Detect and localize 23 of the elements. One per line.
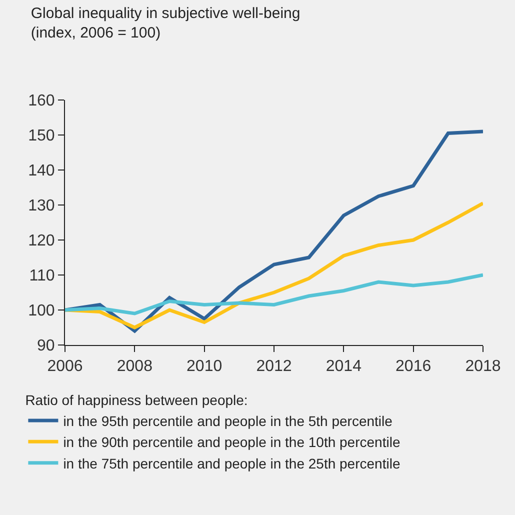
y-tick-label: 140 — [28, 162, 55, 180]
y-tick-label: 110 — [29, 268, 55, 285]
x-tick-label: 2006 — [47, 358, 83, 376]
x-tick-label: 2016 — [396, 358, 432, 376]
y-tick-label: 120 — [28, 232, 55, 250]
x-tick-label: 2010 — [186, 358, 222, 376]
y-tick-label: 90 — [37, 338, 55, 355]
x-tick-label: 2012 — [256, 358, 292, 376]
chart-title: Global inequality in subjective well-being — [30, 5, 300, 22]
legend-label: in the 90th percentile and people in the 10th percentile — [63, 434, 400, 450]
x-tick-label: 2014 — [326, 358, 362, 376]
x-tick-label: 2018 — [465, 358, 501, 376]
legend-title: Ratio of happiness between people: — [25, 392, 248, 408]
legend-label: in the 75th percentile and people in the 25th percentile — [63, 455, 400, 472]
y-tick-label: 160 — [28, 92, 55, 110]
y-tick-label: 150 — [28, 128, 55, 145]
y-tick-label: 130 — [28, 198, 55, 215]
chart-subtitle: (index, 2006 = 100) — [30, 24, 161, 42]
line-series — [65, 273, 483, 316]
line-series — [65, 202, 483, 330]
x-tick-label: 2008 — [116, 358, 153, 376]
legend-label: in the 95th percentile and people in the 5th percentile — [63, 412, 393, 429]
y-tick-label: 100 — [28, 302, 55, 320]
